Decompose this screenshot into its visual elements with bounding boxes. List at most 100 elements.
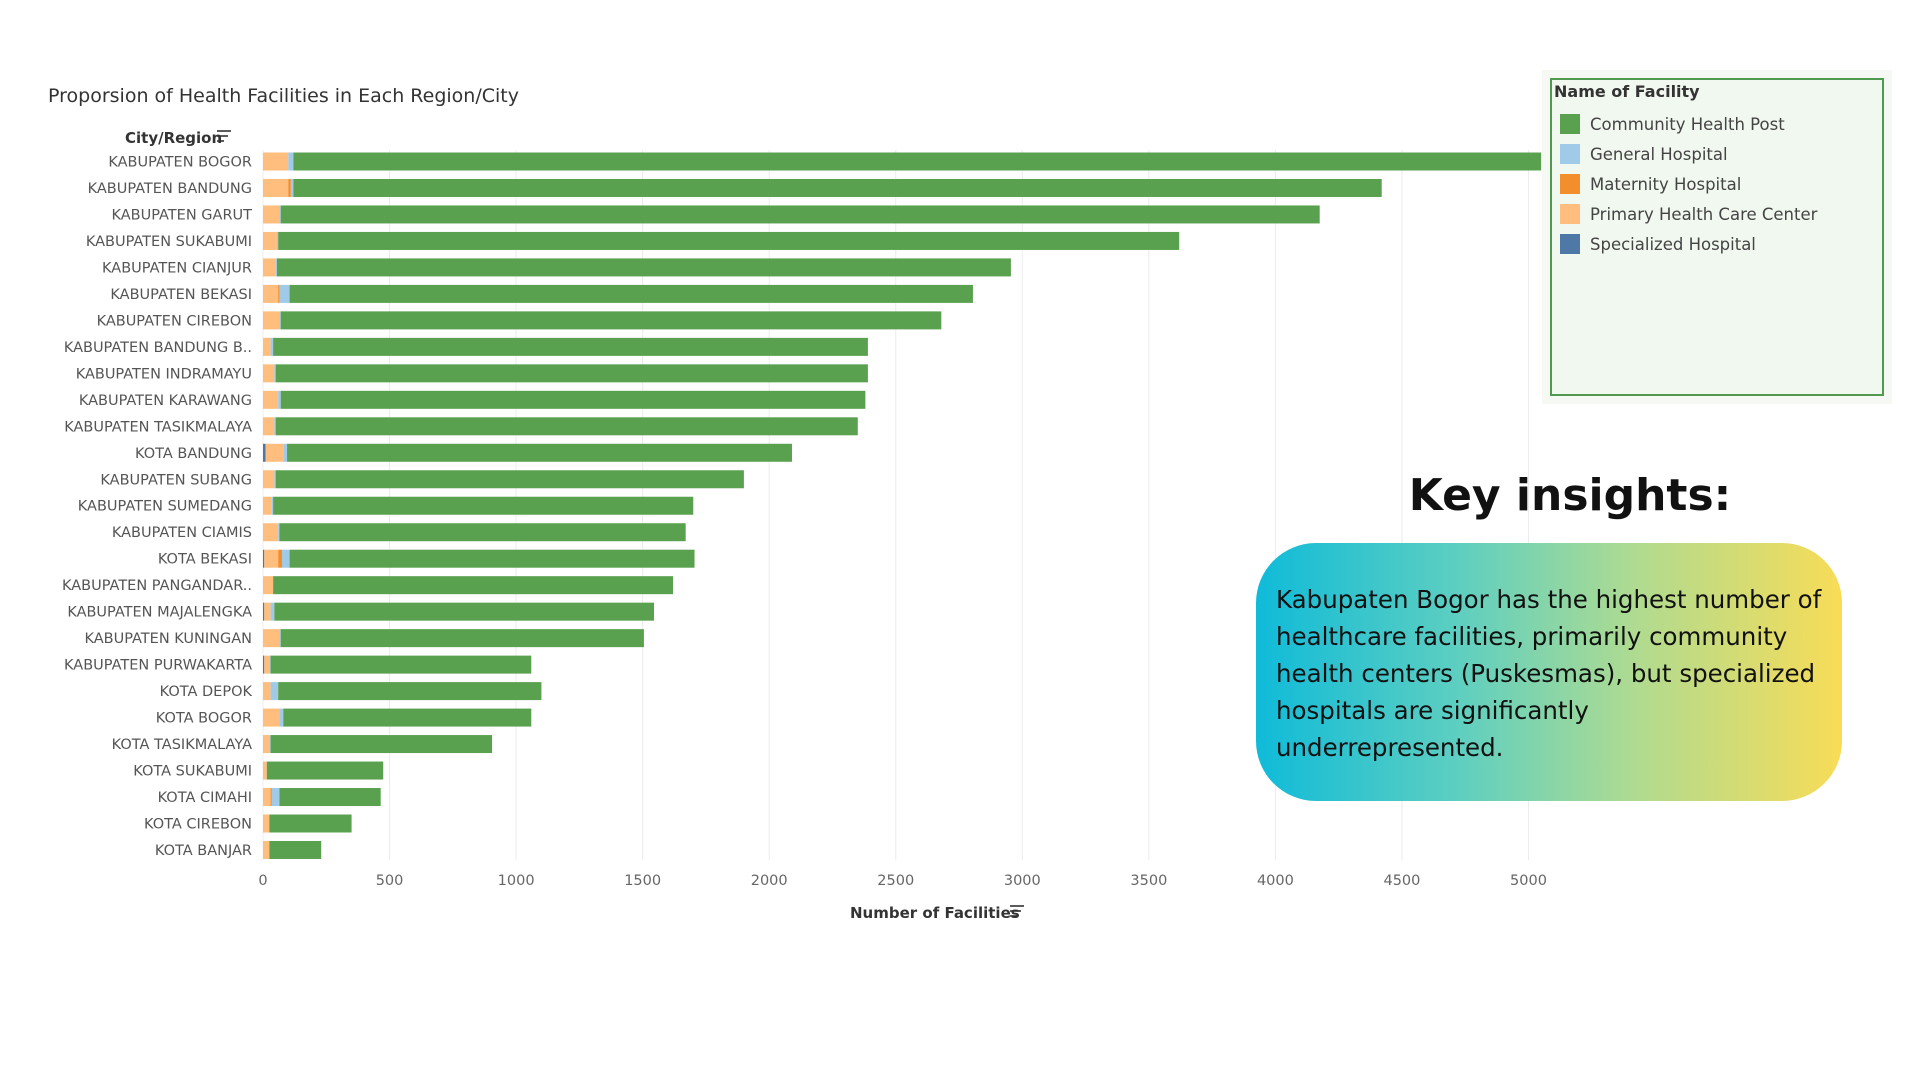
bar-segment-general-hospital[interactable] <box>269 735 271 754</box>
x-axis-header[interactable]: Number of Facilities <box>850 904 1024 922</box>
bar-segment-community-health-post[interactable] <box>280 390 866 409</box>
bar-segment-maternity-hospital[interactable] <box>270 788 272 807</box>
bar-segment-general-hospital[interactable] <box>270 682 279 701</box>
bar-segment-community-health-post[interactable] <box>275 417 858 436</box>
bar-segment-community-health-post[interactable] <box>280 311 942 330</box>
bar-segment-primary-health-care-center[interactable] <box>263 682 271 701</box>
category-label: KOTA SUKABUMI <box>133 764 252 780</box>
bar-segment-maternity-hospital[interactable] <box>288 178 291 197</box>
bar-segment-community-health-post[interactable] <box>273 576 674 595</box>
bar-segment-general-hospital[interactable] <box>279 629 281 648</box>
category-label: KABUPATEN MAJALENGKA <box>67 605 252 621</box>
legend-item-specialized-hospital[interactable]: Specialized Hospital <box>1560 232 1756 256</box>
bar-segment-community-health-post[interactable] <box>269 814 352 833</box>
legend-item-primary-health-care-center[interactable]: Primary Health Care Center <box>1560 202 1817 226</box>
bar-segment-primary-health-care-center[interactable] <box>263 205 280 224</box>
bar-segment-primary-health-care-center[interactable] <box>263 814 270 833</box>
legend-item-maternity-hospital[interactable]: Maternity Hospital <box>1560 172 1741 196</box>
bar-segment-primary-health-care-center[interactable] <box>263 417 275 436</box>
sort-icon[interactable] <box>1010 905 1024 917</box>
bar-segment-community-health-post[interactable] <box>278 682 542 701</box>
bar-segment-general-hospital[interactable] <box>281 549 290 568</box>
bar-segment-primary-health-care-center[interactable] <box>264 602 271 621</box>
bar-segment-primary-health-care-center[interactable] <box>263 178 289 197</box>
bar-segment-primary-health-care-center[interactable] <box>263 840 270 859</box>
bar-segment-primary-health-care-center[interactable] <box>263 231 277 250</box>
bar-segment-community-health-post[interactable] <box>275 470 744 489</box>
bar-segment-community-health-post[interactable] <box>269 840 322 859</box>
bar-segment-primary-health-care-center[interactable] <box>264 549 279 568</box>
bar-segment-community-health-post[interactable] <box>289 284 973 303</box>
bar-segment-community-health-post[interactable] <box>278 231 1180 250</box>
legend-item-general-hospital[interactable]: General Hospital <box>1560 142 1728 166</box>
bar-segment-primary-health-care-center[interactable] <box>263 523 279 542</box>
bar-segment-primary-health-care-center[interactable] <box>263 364 275 383</box>
bar-segment-general-hospital[interactable] <box>283 443 288 462</box>
bar-segment-community-health-post[interactable] <box>274 602 655 621</box>
bar-segment-community-health-post[interactable] <box>279 523 686 542</box>
bar-segment-primary-health-care-center[interactable] <box>264 655 270 674</box>
legend-label: General Hospital <box>1590 144 1728 164</box>
bar-segment-general-hospital[interactable] <box>288 152 294 171</box>
bar-segment-primary-health-care-center[interactable] <box>263 761 267 780</box>
bar-segment-primary-health-care-center[interactable] <box>263 284 279 303</box>
bar-segment-general-hospital[interactable] <box>270 602 275 621</box>
bar-segment-primary-health-care-center[interactable] <box>263 708 280 727</box>
bar-segment-general-hospital[interactable] <box>279 311 281 330</box>
bar-segment-primary-health-care-center[interactable] <box>263 311 280 330</box>
bar-segment-general-hospital[interactable] <box>279 708 284 727</box>
bar-segment-general-hospital[interactable] <box>274 364 276 383</box>
bar-segment-primary-health-care-center[interactable] <box>263 735 270 754</box>
bar-segment-community-health-post[interactable] <box>273 496 694 515</box>
bar-segment-primary-health-care-center[interactable] <box>263 152 289 171</box>
bar-segment-general-hospital[interactable] <box>271 496 274 515</box>
bar-segment-maternity-hospital[interactable] <box>278 549 282 568</box>
category-label: KABUPATEN BOGOR <box>108 155 252 171</box>
bar-segment-general-hospital[interactable] <box>274 417 276 436</box>
bar-segment-general-hospital[interactable] <box>276 231 279 250</box>
bar-segment-primary-health-care-center[interactable] <box>263 470 275 489</box>
legend-item-community-health-post[interactable]: Community Health Post <box>1560 112 1785 136</box>
bar-segment-community-health-post[interactable] <box>279 788 381 807</box>
bar-segment-general-hospital[interactable] <box>274 470 276 489</box>
bar-segment-general-hospital[interactable] <box>278 390 281 409</box>
bar-segment-primary-health-care-center[interactable] <box>263 496 272 515</box>
bar-segment-community-health-post[interactable] <box>275 364 868 383</box>
bar-segment-general-hospital[interactable] <box>271 788 280 807</box>
bar-segment-community-health-post[interactable] <box>266 761 384 780</box>
bar-segment-specialized-hospital[interactable] <box>263 549 265 568</box>
bar-segment-community-health-post[interactable] <box>273 337 868 356</box>
y-axis-header[interactable]: City/Region <box>125 129 231 147</box>
bar-segment-primary-health-care-center[interactable] <box>263 788 271 807</box>
bar-segment-primary-health-care-center[interactable] <box>263 258 276 277</box>
bar-segment-community-health-post[interactable] <box>280 205 1320 224</box>
bar-segment-community-health-post[interactable] <box>293 178 1382 197</box>
bar-segment-general-hospital[interactable] <box>270 337 274 356</box>
bar-segment-specialized-hospital[interactable] <box>263 655 265 674</box>
bar-segment-primary-health-care-center[interactable] <box>265 443 284 462</box>
category-label: KABUPATEN KARAWANG <box>79 393 252 409</box>
bar-segment-community-health-post[interactable] <box>270 655 532 674</box>
bar-segment-community-health-post[interactable] <box>293 152 1542 171</box>
bar-segment-primary-health-care-center[interactable] <box>263 390 279 409</box>
bar-segment-community-health-post[interactable] <box>287 443 792 462</box>
bar-segment-maternity-hospital[interactable] <box>278 284 280 303</box>
bar-segment-community-health-post[interactable] <box>270 735 493 754</box>
bar-segment-community-health-post[interactable] <box>283 708 532 727</box>
bar-segment-community-health-post[interactable] <box>276 258 1011 277</box>
bar-segment-general-hospital[interactable] <box>290 178 294 197</box>
bar-segment-general-hospital[interactable] <box>269 655 271 674</box>
sort-icon[interactable] <box>217 130 231 142</box>
bar-segment-primary-health-care-center[interactable] <box>263 629 280 648</box>
bar-segment-general-hospital[interactable] <box>279 205 281 224</box>
bar-segment-primary-health-care-center[interactable] <box>263 576 274 595</box>
bar-segment-general-hospital[interactable] <box>275 258 277 277</box>
bar-segment-specialized-hospital[interactable] <box>263 443 266 462</box>
x-tick-label: 500 <box>376 873 404 889</box>
bar-segment-specialized-hospital[interactable] <box>263 602 265 621</box>
bar-segment-community-health-post[interactable] <box>280 629 644 648</box>
bar-segment-general-hospital[interactable] <box>279 284 290 303</box>
bar-segment-primary-health-care-center[interactable] <box>263 337 271 356</box>
bar-segment-general-hospital[interactable] <box>278 523 280 542</box>
bar-segment-community-health-post[interactable] <box>289 549 695 568</box>
